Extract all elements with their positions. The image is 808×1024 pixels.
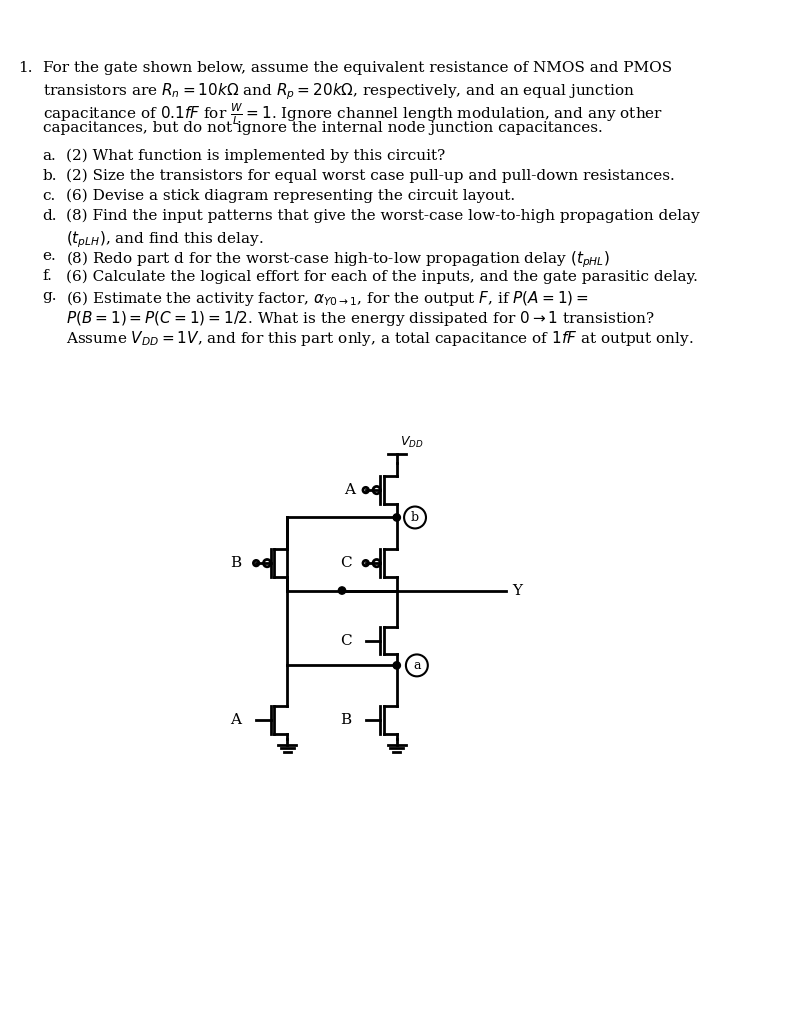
- Text: c.: c.: [43, 188, 56, 203]
- Text: $(t_{pLH})$, and find this delay.: $(t_{pLH})$, and find this delay.: [66, 229, 263, 250]
- Text: Y: Y: [511, 584, 522, 598]
- Text: b.: b.: [43, 169, 57, 182]
- Text: $P(B = 1) = P(C = 1) = 1/2$. What is the energy dissipated for $0 \rightarrow 1$: $P(B = 1) = P(C = 1) = 1/2$. What is the…: [66, 309, 654, 329]
- Text: (6) Devise a stick diagram representing the circuit layout.: (6) Devise a stick diagram representing …: [66, 188, 516, 203]
- Text: a: a: [413, 658, 421, 672]
- Text: $V_{DD}$: $V_{DD}$: [401, 435, 424, 450]
- Text: For the gate shown below, assume the equivalent resistance of NMOS and PMOS: For the gate shown below, assume the equ…: [43, 61, 671, 75]
- Text: (6) Estimate the activity factor, $\alpha_{Y0\rightarrow1}$, for the output $F$,: (6) Estimate the activity factor, $\alph…: [66, 289, 589, 308]
- Text: (6) Calculate the logical effort for each of the inputs, and the gate parasitic : (6) Calculate the logical effort for eac…: [66, 269, 698, 284]
- Text: capacitance of $0.1fF$ for $\frac{W}{L} = 1$. Ignore channel length modulation, : capacitance of $0.1fF$ for $\frac{W}{L} …: [43, 101, 663, 127]
- Text: (8) Redo part d for the worst-case high-to-low propagation delay $(t_{pHL})$: (8) Redo part d for the worst-case high-…: [66, 249, 610, 269]
- Text: (8) Find the input patterns that give the worst-case low-to-high propagation del: (8) Find the input patterns that give th…: [66, 209, 700, 223]
- Text: B: B: [340, 713, 351, 727]
- Text: C: C: [340, 634, 351, 648]
- Text: A: A: [343, 483, 355, 497]
- Text: A: A: [230, 713, 242, 727]
- Text: b: b: [411, 511, 419, 524]
- Text: d.: d.: [43, 209, 57, 223]
- Circle shape: [393, 514, 401, 521]
- Text: a.: a.: [43, 148, 57, 163]
- Circle shape: [393, 662, 401, 669]
- Text: capacitances, but do not ignore the internal node junction capacitances.: capacitances, but do not ignore the inte…: [43, 121, 602, 135]
- Text: Assume $V_{DD} = 1V$, and for this part only, a total capacitance of $1fF$ at ou: Assume $V_{DD} = 1V$, and for this part …: [66, 330, 694, 348]
- Text: (2) What function is implemented by this circuit?: (2) What function is implemented by this…: [66, 148, 445, 163]
- Text: B: B: [230, 556, 242, 570]
- Text: C: C: [340, 556, 351, 570]
- Text: 1.: 1.: [18, 61, 32, 75]
- Text: e.: e.: [43, 249, 57, 263]
- Text: f.: f.: [43, 269, 53, 283]
- Text: g.: g.: [43, 289, 57, 303]
- Text: transistors are $R_n = 10k\Omega$ and $R_p = 20k\Omega$, respectively, and an eq: transistors are $R_n = 10k\Omega$ and $R…: [43, 81, 634, 101]
- Text: (2) Size the transistors for equal worst case pull-up and pull-down resistances.: (2) Size the transistors for equal worst…: [66, 169, 675, 183]
- Circle shape: [339, 587, 346, 594]
